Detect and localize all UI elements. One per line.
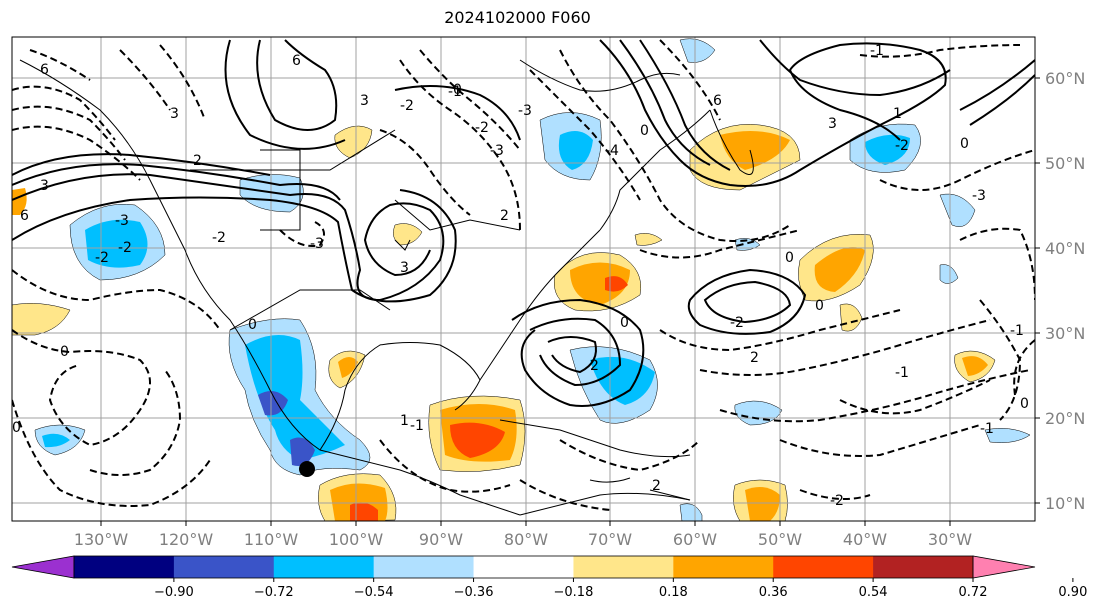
contour-label: 2 [193, 153, 202, 169]
contour-label: 3 [170, 106, 179, 122]
contour-label: 0 [785, 250, 794, 266]
contour-label: -2 [400, 98, 414, 114]
lon-label: 110°W [244, 530, 299, 549]
colorbar-segment [773, 556, 874, 578]
lon-label: 70°W [588, 530, 632, 549]
lat-label: 20°N [1045, 409, 1085, 428]
contour-label: -2 [95, 250, 109, 266]
contour-label: -3 [310, 236, 324, 252]
contour-labels: 6 6 3 3 2 -3 -2 0 3 6 -1 -3 -2 -3 -2 6 3… [12, 43, 1029, 509]
colorbar-segment [74, 556, 175, 578]
lon-label: 60°W [673, 530, 717, 549]
colorbar-segment [873, 556, 974, 578]
contour-label: -2 [212, 230, 226, 246]
contour-label: -3 [972, 188, 986, 204]
contour-label: -1 [895, 365, 909, 381]
contour-label: -1 [1010, 323, 1024, 339]
storm-center-marker [299, 461, 315, 477]
contour-label: -1 [870, 43, 884, 59]
contour-label: -3 [115, 213, 129, 229]
lon-label: 80°W [504, 530, 548, 549]
colorbar-tick-label: −0.18 [554, 585, 594, 600]
contour-label: 6 [40, 62, 49, 78]
contour-label: 3 [400, 260, 409, 276]
lat-label: 50°N [1045, 154, 1085, 173]
negative-contours [12, 39, 1035, 511]
contour-label: 3 [828, 116, 837, 132]
latitude-axis: 60°N 50°N 40°N 30°N 20°N 10°N [1035, 69, 1085, 513]
lat-label: 10°N [1045, 494, 1085, 513]
contour-label: 1 [400, 413, 409, 429]
contour-label: -1 [448, 84, 462, 100]
contour-label: -4 [605, 143, 619, 159]
contour-label: -3 [518, 103, 532, 119]
contour-label: 6 [713, 93, 722, 109]
contour-label: 0 [960, 136, 969, 152]
colorbar-segment [673, 556, 774, 578]
colorbar-segment [273, 556, 375, 578]
longitude-axis: 130°W 120°W 110°W 100°W 90°W 80°W 70°W 6… [74, 521, 972, 549]
contour-label: 0 [640, 123, 649, 139]
contour-label: 0 [1020, 396, 1029, 412]
lon-label: 50°W [758, 530, 802, 549]
colorbar-tick-label: 0.54 [859, 585, 888, 600]
colorbar: −0.90 −0.72 −0.54 −0.36 −0.18 0.18 0.36 0.54 0.7… [11, 555, 1087, 600]
contour-label: -3 [490, 143, 504, 159]
contour-label: 2 [750, 350, 759, 366]
colorbar-segment [473, 556, 574, 578]
colorbar-tick-label: 0.72 [959, 585, 988, 600]
colorbar-outline [73, 555, 974, 579]
colorbar-tick-label: −0.54 [354, 585, 394, 600]
lon-label: 130°W [74, 530, 129, 549]
colorbar-tick-label: 0.36 [759, 585, 788, 600]
lon-label: 120°W [159, 530, 214, 549]
contour-label: 0 [815, 298, 824, 314]
contour-label: 2 [500, 208, 509, 224]
coastlines [19, 59, 754, 516]
contour-label: -1 [410, 418, 424, 434]
lon-label: 90°W [419, 530, 463, 549]
contour-label: 3 [40, 178, 49, 194]
positive-contours [12, 39, 1035, 407]
map-border [11, 36, 1036, 522]
lon-label: 40°W [843, 530, 887, 549]
contour-label: -2 [830, 493, 844, 509]
graticule [12, 37, 1035, 521]
contour-label: 0 [60, 344, 69, 360]
lat-label: 60°N [1045, 69, 1085, 88]
contour-label: 0 [248, 317, 257, 333]
colorbar-tick-label: 0.90 [1058, 585, 1087, 600]
colorbar-extend-low [11, 555, 75, 579]
contour-label: 2 [652, 478, 661, 494]
contour-label: 1 [893, 106, 902, 122]
colorbar-tick-label: −0.72 [254, 585, 294, 600]
lat-label: 40°N [1045, 239, 1085, 258]
colorbar-extend-high [972, 555, 1036, 579]
contour-label: 6 [292, 53, 301, 69]
contour-label: -2 [895, 138, 909, 154]
contour-label: 0 [453, 82, 462, 98]
contour-label: 0 [12, 420, 21, 436]
colorbar-tick-label: −0.36 [454, 585, 494, 600]
contour-label: 2 [590, 358, 599, 374]
lon-label: 100°W [329, 530, 384, 549]
colorbar-segment [573, 556, 674, 578]
lon-label: 30°W [928, 530, 972, 549]
colorbar-tick-label: −0.90 [154, 585, 194, 600]
contour-label: 0 [620, 315, 629, 331]
colorbar-segment [173, 556, 275, 578]
contour-label: -2 [118, 240, 132, 256]
map-content: 6 6 3 3 2 -3 -2 0 3 6 -1 -3 -2 -3 -2 6 3… [12, 37, 1035, 521]
colorbar-tick-label: 0.18 [659, 585, 688, 600]
contour-label: -2 [730, 315, 744, 331]
contour-label: -2 [475, 120, 489, 136]
lat-label: 30°N [1045, 324, 1085, 343]
contour-label: 3 [360, 93, 369, 109]
contour-label: 6 [20, 208, 29, 224]
chart-title: 2024102000 F060 [444, 8, 591, 27]
colorbar-segment [373, 556, 475, 578]
contour-label: -1 [980, 421, 994, 437]
